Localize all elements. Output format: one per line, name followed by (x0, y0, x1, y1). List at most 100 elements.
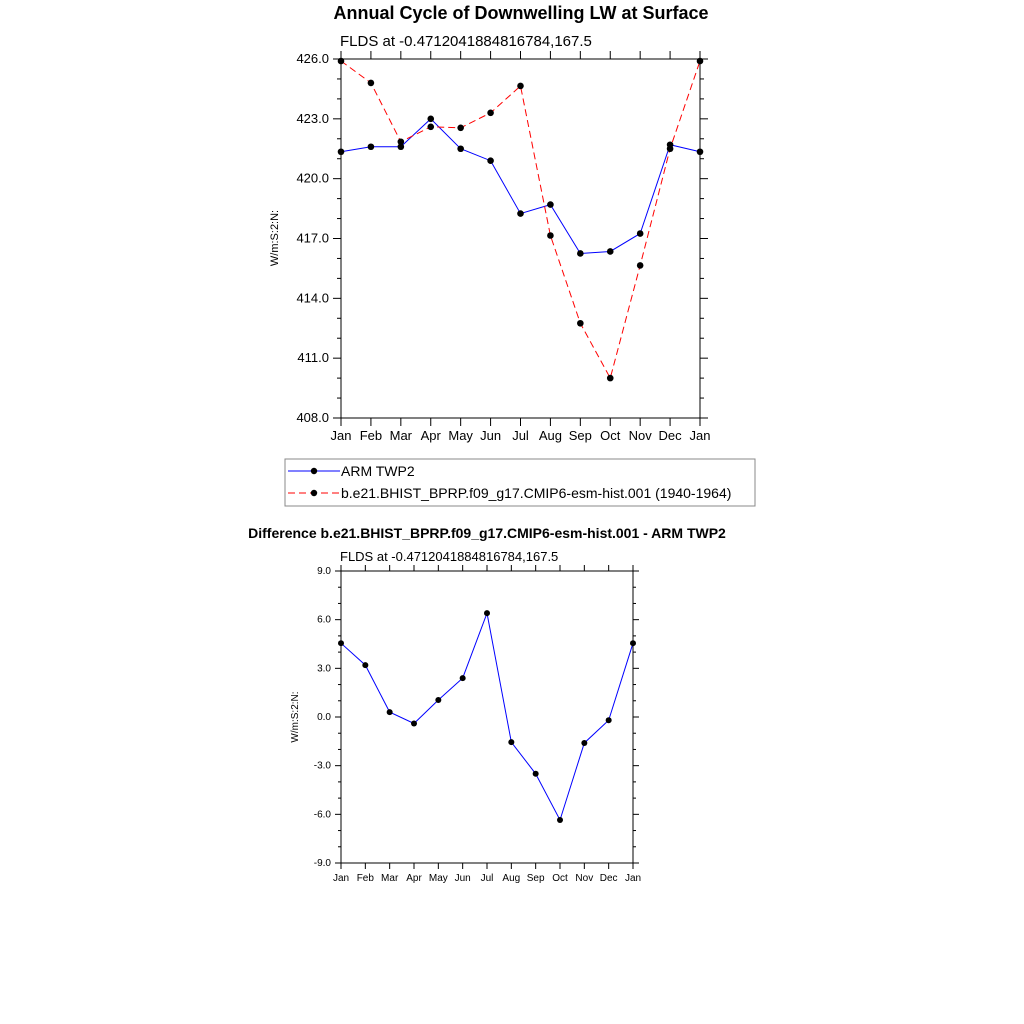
top-series-0-point (367, 143, 375, 151)
bottom-series-0-point (435, 696, 442, 703)
top-y-tick-label: 408.0 (296, 410, 329, 425)
top-series-1-point (517, 82, 524, 90)
top-series-line-1 (340, 60, 701, 380)
bottom-series-0-point (581, 739, 588, 746)
bottom-y-tick-label: -9.0 (314, 858, 332, 869)
top-series-1-point (337, 57, 345, 65)
top-series-1-point (457, 124, 464, 132)
bottom-series-0-point (386, 709, 393, 716)
legend-marker-model (310, 489, 318, 497)
legend-label-arm: ARM TWP2 (341, 463, 415, 479)
top-y-tick-label: 426.0 (296, 51, 329, 66)
bottom-x-tick-label: Apr (406, 873, 422, 884)
bottom-x-tick-label: Jul (481, 873, 494, 884)
top-series-0-point (427, 115, 435, 123)
top-series-0-point (517, 210, 524, 217)
bottom-x-tick-label: Aug (502, 873, 520, 884)
bottom-y-tick-label: 6.0 (317, 615, 331, 626)
bottom-x-tick-label: Oct (552, 873, 568, 884)
top-y-tick-label: 411.0 (297, 350, 329, 365)
top-series-0-point (636, 230, 644, 237)
top-series-1-point (487, 109, 494, 117)
bottom-y-tick-label: -3.0 (314, 761, 332, 772)
top-y-axis-label: W/m:S:2:N: (269, 210, 281, 266)
top-x-tick-label: Jan (331, 428, 352, 443)
top-x-tick-label: Oct (600, 428, 621, 443)
bottom-series-0-point (411, 720, 417, 727)
bottom-x-tick-label: Jan (625, 873, 641, 884)
top-series-0-point (547, 201, 554, 208)
legend: ARM TWP2 b.e21.BHIST_BPRP.f09_g17.CMIP6-… (284, 458, 756, 507)
top-series-0-point (337, 148, 345, 156)
bottom-series-line-0 (340, 611, 634, 822)
top-series-1-point (636, 262, 644, 269)
bottom-y-tick-label: -6.0 (314, 809, 332, 820)
diff-chart-subtitle: FLDS at -0.4712041884816784,167.5 (340, 549, 558, 564)
bottom-ticks: -9.0 -6.0 -3.0 0.0 3.0 6.0 9.0 Jan Feb Mar Apr May J… (314, 565, 641, 884)
top-y-tick-label: 423.0 (296, 111, 329, 126)
bottom-x-tick-label: Sep (527, 873, 545, 884)
top-series-1-point (606, 374, 614, 382)
bottom-x-tick-label: Dec (600, 873, 618, 884)
top-x-tick-label: Aug (539, 428, 562, 443)
bottom-series-0-point (630, 640, 636, 647)
top-series-1-point (547, 232, 554, 239)
top-series-0-point (487, 157, 494, 165)
top-series-1-point (696, 57, 704, 65)
bottom-series-0-point (508, 739, 515, 746)
top-series-1-point (397, 138, 405, 146)
top-series-1-point (427, 123, 435, 131)
top-x-tick-label: Sep (569, 428, 592, 443)
top-chart: 408.0 411.0 414.0 417.0 420.0 423.0 426.0 Jan Fe… (269, 51, 710, 443)
bottom-y-axis-label: W/m:S:2:N: (290, 691, 301, 742)
bottom-x-tick-label: Feb (357, 873, 375, 884)
chart-subtitle: FLDS at -0.4712041884816784,167.5 (340, 33, 592, 50)
bottom-chart: -9.0 -6.0 -3.0 0.0 3.0 6.0 9.0 Jan Feb Mar Apr May J… (290, 565, 641, 884)
bottom-series-0-point (362, 662, 369, 669)
legend-box (284, 458, 756, 507)
bottom-series-0-point (557, 817, 563, 824)
top-x-tick-label: Jan (690, 428, 711, 443)
legend-marker-arm (310, 467, 318, 475)
bottom-series-0-point (338, 640, 344, 647)
bottom-series-0-point (484, 610, 490, 617)
bottom-x-tick-label: Jun (455, 873, 471, 884)
top-x-tick-label: Mar (390, 428, 413, 443)
bottom-series-0-point (532, 770, 539, 777)
top-y-tick-label: 417.0 (296, 231, 329, 246)
bottom-y-tick-label: 3.0 (317, 663, 331, 674)
bottom-x-tick-label: Nov (575, 873, 593, 884)
top-series-line-0 (340, 118, 701, 254)
top-series-1-point (577, 319, 584, 327)
bottom-y-tick-label: 0.0 (317, 712, 331, 723)
top-series-0-point (696, 148, 704, 156)
top-series-1-point (666, 145, 674, 153)
top-plot-frame (340, 58, 701, 419)
top-series-0-point (577, 250, 584, 257)
top-series-1-point (367, 79, 375, 87)
bottom-x-tick-label: May (429, 873, 448, 884)
top-series (337, 57, 704, 382)
top-x-tick-label: Jul (512, 428, 529, 443)
top-series-0-point (457, 145, 464, 153)
chart-title: Annual Cycle of Downwelling LW at Surfac… (333, 3, 708, 23)
diff-chart-title: Difference b.e21.BHIST_BPRP.f09_g17.CMIP… (248, 525, 726, 541)
bottom-y-tick-label: 9.0 (317, 566, 331, 577)
bottom-series (338, 610, 636, 824)
bottom-x-tick-label: Mar (381, 873, 399, 884)
top-series-0-point (606, 248, 614, 255)
top-x-tick-label: Dec (659, 428, 683, 443)
top-y-tick-label: 420.0 (296, 171, 329, 186)
bottom-x-tick-label: Jan (333, 873, 349, 884)
top-y-tick-label: 414.0 (296, 290, 329, 305)
top-x-tick-label: May (448, 428, 473, 443)
top-series-0-point (397, 143, 405, 151)
top-x-tick-label: Jun (480, 428, 501, 443)
top-x-tick-label: Feb (360, 428, 382, 443)
top-x-tick-label: Nov (629, 428, 653, 443)
bottom-series-0-point (459, 675, 466, 682)
top-ticks: 408.0 411.0 414.0 417.0 420.0 423.0 426.0 Jan Fe… (296, 51, 710, 443)
legend-label-model: b.e21.BHIST_BPRP.f09_g17.CMIP6-esm-hist.… (341, 485, 731, 501)
bottom-series-0-point (605, 717, 612, 724)
